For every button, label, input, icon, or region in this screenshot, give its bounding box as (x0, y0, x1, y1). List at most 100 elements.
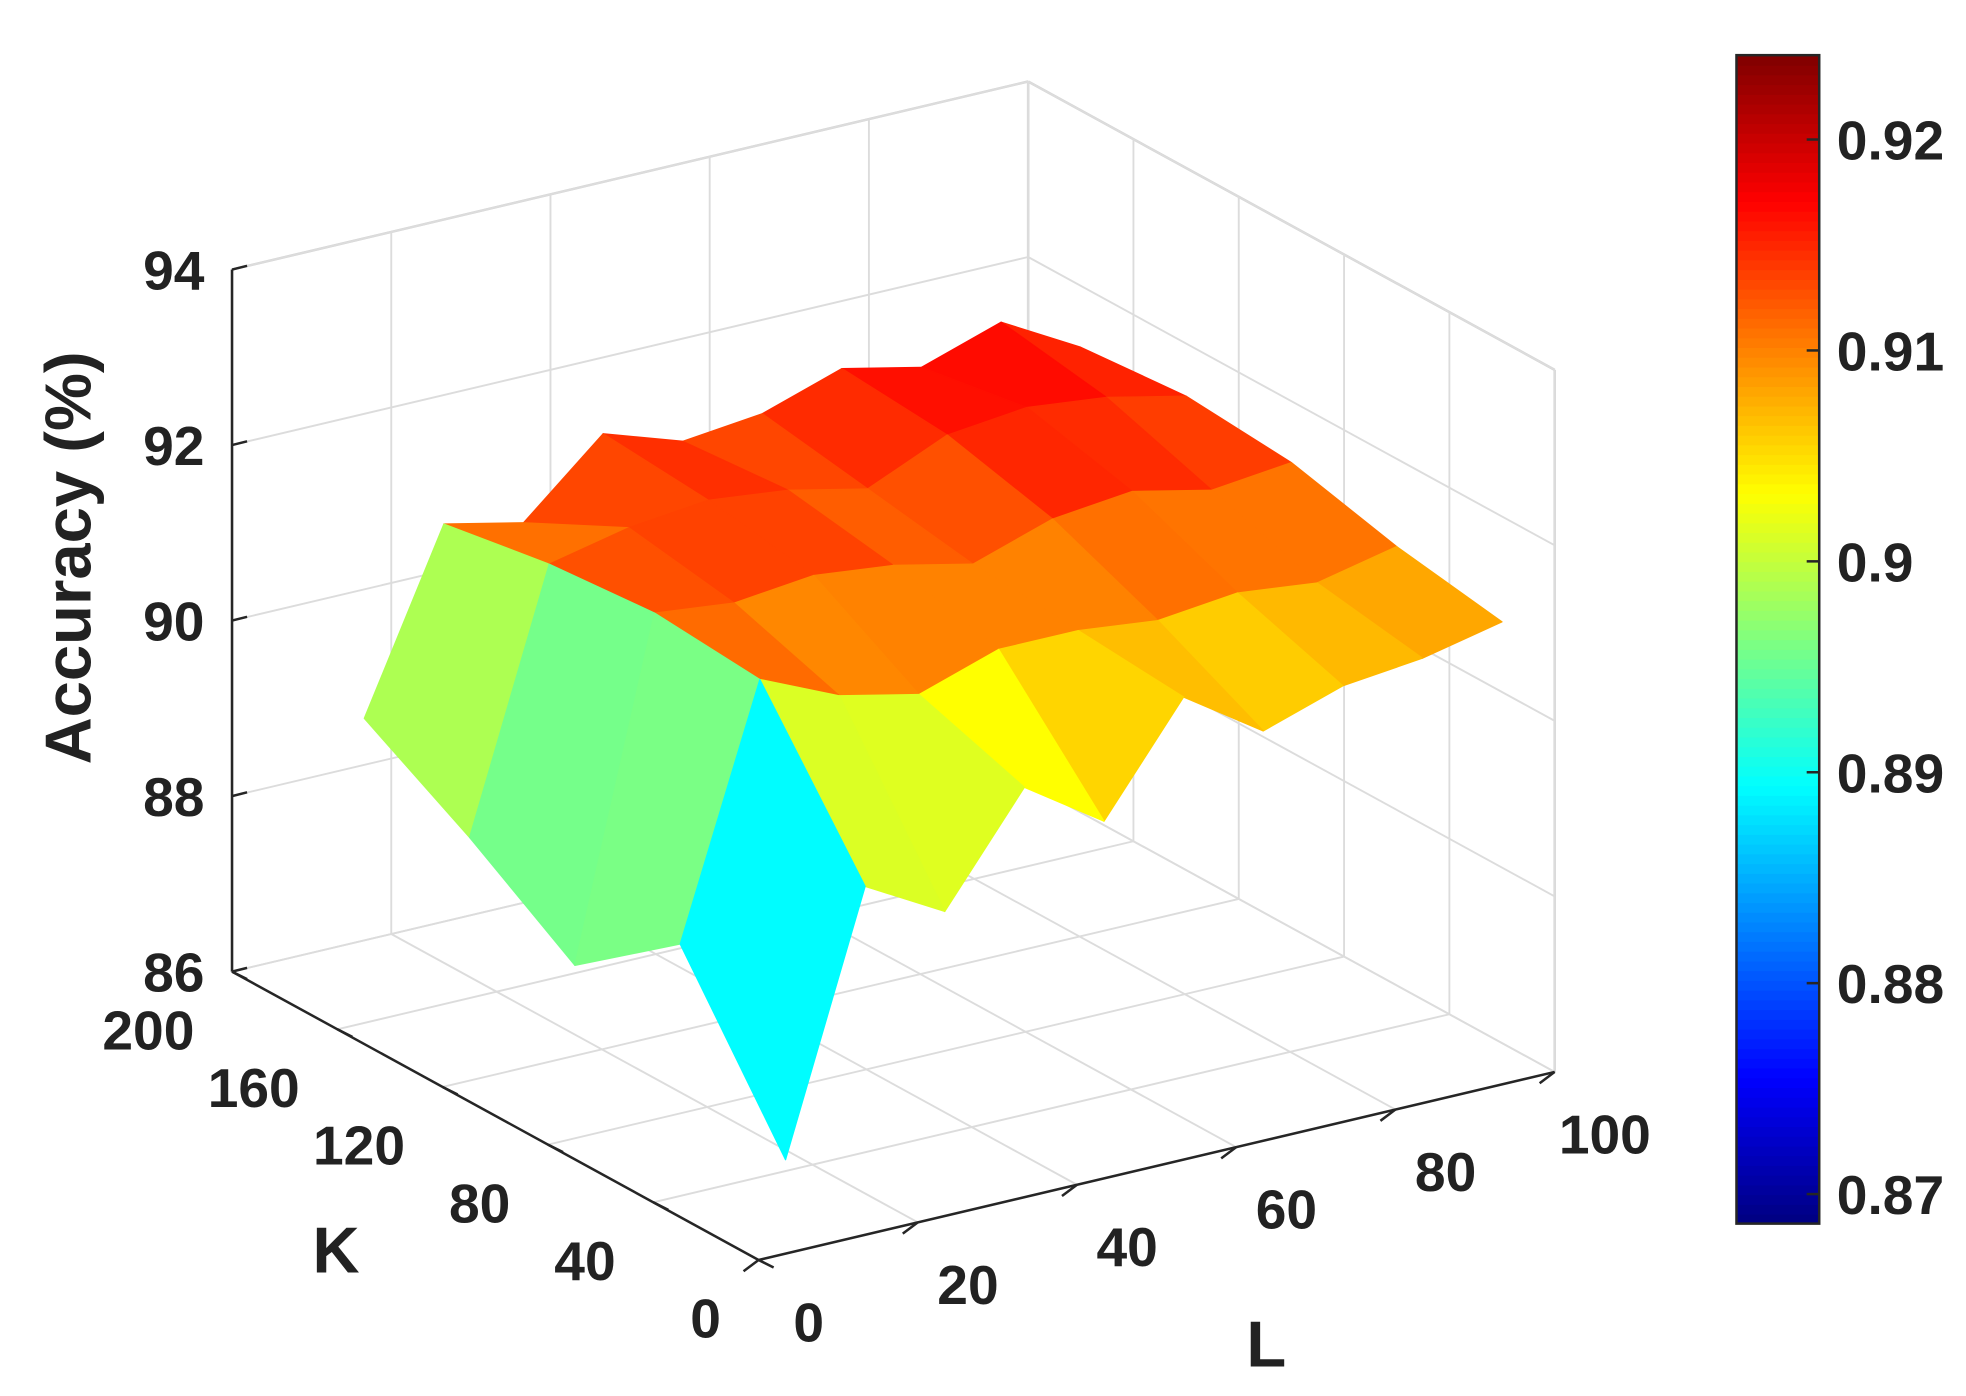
colorbar-band (1736, 980, 1820, 991)
colorbar-tick-label: 0.88 (1837, 953, 1944, 1015)
x-tick-label: 40 (1096, 1216, 1157, 1278)
grid-line (231, 80, 1029, 271)
colorbar-band (1736, 454, 1820, 465)
colorbar-band (1736, 425, 1820, 436)
z-axis-label: Accuracy (%) (31, 351, 104, 764)
y-tick (231, 970, 248, 981)
colorbar-band (1736, 678, 1820, 689)
colorbar-band (1736, 162, 1820, 173)
colorbar-band (1736, 1028, 1820, 1040)
y-tick (652, 1201, 669, 1211)
colorbar-band (1736, 658, 1820, 670)
colorbar-band (1736, 649, 1820, 660)
colorbar-tick-label: 0.89 (1837, 742, 1944, 804)
x-tick-label: 60 (1256, 1179, 1317, 1241)
colorbar-band (1736, 337, 1820, 349)
colorbar-band (1736, 1213, 1820, 1225)
colorbar-band (1736, 64, 1820, 76)
colorbar-band (1736, 327, 1820, 339)
y-tick-label: 0 (690, 1288, 721, 1350)
colorbar-band (1736, 464, 1820, 475)
colorbar-band (1736, 259, 1820, 271)
grid-line (547, 955, 1345, 1146)
colorbar-band (1736, 386, 1820, 397)
colorbar-band (1736, 561, 1820, 572)
colorbar-band (1736, 1038, 1820, 1050)
colorbar-band (1736, 853, 1820, 865)
x-tick (1379, 1108, 1397, 1122)
grid-line (1027, 782, 1556, 1073)
colorbar-band (1736, 1077, 1820, 1089)
colorbar-band (1736, 434, 1820, 446)
colorbar-band (1736, 697, 1820, 709)
z-tick-label: 88 (143, 766, 204, 828)
colorbar-band (1736, 1058, 1820, 1069)
colorbar-band (1736, 717, 1820, 728)
colorbar-band (1736, 707, 1820, 719)
grid-line (231, 256, 1029, 446)
colorbar-band (1736, 912, 1820, 923)
colorbar-band (1736, 318, 1820, 329)
colorbar-band (1736, 619, 1820, 631)
colorbar-band (1736, 931, 1820, 942)
colorbar-band (1736, 834, 1820, 845)
colorbar-band (1736, 989, 1820, 1001)
colorbar-band (1736, 240, 1820, 251)
x-tick (742, 1258, 760, 1273)
colorbar-band (1736, 249, 1820, 261)
colorbar-band (1736, 279, 1820, 290)
colorbar-band (1736, 882, 1820, 894)
colorbar-band (1736, 123, 1820, 134)
colorbar-tick-label: 0.87 (1837, 1164, 1944, 1226)
colorbar-band (1736, 1067, 1820, 1079)
colorbar-band (1736, 415, 1820, 426)
y-axis-label: K (313, 1214, 360, 1287)
z-tick-label: 94 (143, 240, 205, 302)
colorbar-band (1736, 1009, 1820, 1020)
colorbar-band (1736, 1135, 1820, 1147)
y-axis (231, 970, 760, 1262)
grid-line (1027, 80, 1556, 371)
z-tick (231, 615, 248, 622)
x-tick-label: 0 (793, 1291, 824, 1353)
colorbar-band (1736, 571, 1820, 582)
x-axis (758, 1070, 1555, 1262)
z-tick (231, 791, 248, 798)
z-tick-label: 86 (143, 942, 204, 1004)
colorbar-band (1736, 746, 1820, 757)
colorbar-band (1736, 522, 1820, 534)
colorbar-band (1736, 357, 1820, 368)
colorbar: 0.87 0.88 0.89 0.9 0.91 0.92 (1735, 53, 1944, 1226)
y-tick-label: 160 (208, 1057, 300, 1119)
y-tick-label: 120 (313, 1115, 405, 1177)
colorbar-band (1736, 1165, 1820, 1176)
colorbar-band (1736, 269, 1820, 280)
colorbar-band (1736, 688, 1820, 699)
colorbar-band (1736, 824, 1820, 835)
colorbar-band (1736, 941, 1820, 952)
colorbar-band (1736, 1087, 1820, 1098)
colorbar-tick-label: 0.91 (1837, 320, 1944, 382)
x-tick-label: 20 (937, 1254, 998, 1316)
colorbar-band (1736, 347, 1820, 358)
colorbar-band (1736, 892, 1820, 904)
colorbar-band (1736, 493, 1820, 504)
colorbar-band (1736, 970, 1820, 981)
colorbar-band (1736, 1097, 1820, 1108)
y-tick (547, 1143, 564, 1154)
colorbar-band (1736, 191, 1820, 202)
colorbar-band (1736, 1048, 1820, 1059)
y-tick-label: 40 (554, 1230, 615, 1292)
y-tick (336, 1028, 353, 1038)
z-tick-label: 92 (143, 415, 204, 477)
y-tick (442, 1085, 459, 1096)
colorbar-band (1736, 580, 1820, 592)
surface (363, 321, 1503, 1161)
colorbar-band (1736, 172, 1820, 183)
colorbar-band (1736, 152, 1820, 164)
colorbar-band (1736, 610, 1820, 621)
colorbar-band (1736, 298, 1820, 310)
